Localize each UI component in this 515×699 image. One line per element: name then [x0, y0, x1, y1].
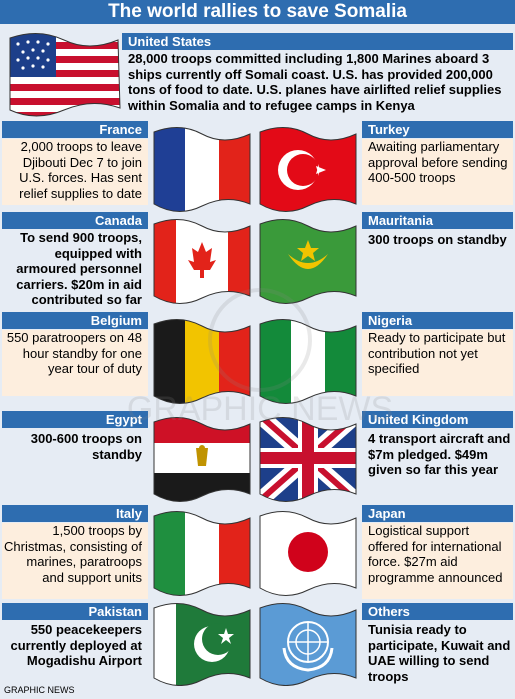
canada-text: To send 900 troops, equipped with armour… [16, 230, 142, 307]
svg-text:GRAPHIC NEWS: GRAPHIC NEWS [127, 390, 393, 428]
mauritania-text: 300 troops on standby [368, 232, 507, 247]
nigeria-text: Ready to participate but contribution no… [362, 330, 513, 396]
turkey-label: Turkey [362, 121, 513, 138]
italy-label: Italy [2, 505, 148, 522]
un-flag [259, 603, 357, 686]
france-flag [153, 127, 251, 212]
us-flag [9, 33, 121, 117]
italy-flag [153, 511, 251, 596]
belgium-label: Belgium [2, 312, 148, 329]
belgium-flag [153, 319, 251, 404]
canada-flag [153, 219, 251, 304]
japan-label: Japan [362, 505, 513, 522]
france-text: 2,000 troops to leave Djibouti Dec 7 to … [2, 139, 148, 205]
egypt-flag [153, 417, 251, 502]
italy-text: 1,500 troops by Christmas, consisting of… [2, 523, 148, 599]
nigeria-label: Nigeria [362, 312, 513, 329]
us-label: United States [122, 33, 513, 50]
canada-label: Canada [2, 212, 148, 229]
turkey-text: Awaiting parliamentary approval before s… [362, 139, 513, 205]
japan-text: Logistical support offered for internati… [362, 523, 513, 599]
source-credit: GRAPHIC NEWS [4, 685, 75, 695]
turkey-flag [259, 127, 357, 212]
mauritania-label: Mauritania [362, 212, 513, 229]
others-text: Tunisia ready to participate, Kuwait and… [368, 622, 511, 684]
us-text: 28,000 troops committed including 1,800 … [128, 51, 502, 113]
uk-text: 4 transport aircraft and $7m pledged. $4… [368, 431, 511, 477]
france-label: France [2, 121, 148, 138]
uk-flag [259, 417, 357, 502]
japan-flag [259, 511, 357, 596]
pakistan-flag [153, 603, 251, 686]
pakistan-text: 550 peacekeepers currently deployed at M… [10, 622, 142, 668]
egypt-text: 300-600 troops on standby [30, 431, 142, 462]
pakistan-label: Pakistan [2, 603, 148, 620]
belgium-text: 550 paratroopers on 48 hour standby for … [2, 330, 148, 396]
others-label: Others [362, 603, 513, 620]
uk-label: United Kingdom [362, 411, 513, 428]
mauritania-flag [259, 219, 357, 304]
egypt-label: Egypt [2, 411, 148, 428]
nigeria-flag [259, 319, 357, 404]
page-title: The world rallies to save Somalia [0, 0, 515, 24]
graphic-news-watermark: GRAPHIC NEWS [127, 288, 393, 428]
